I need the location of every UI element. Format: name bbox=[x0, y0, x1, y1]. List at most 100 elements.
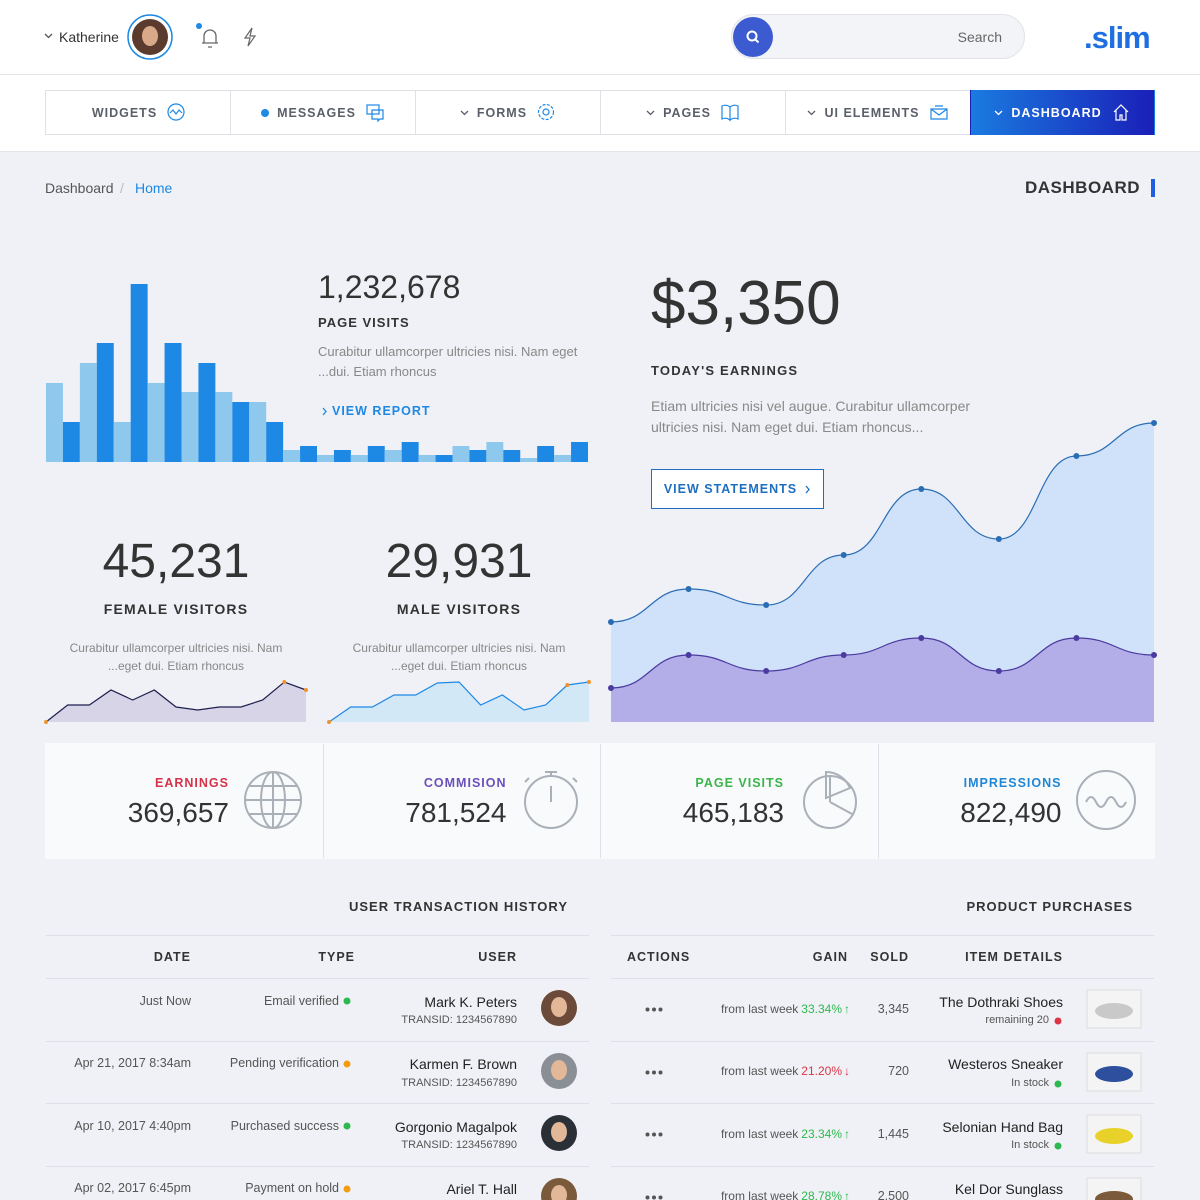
nav-icon bbox=[537, 103, 555, 121]
sparkline-point bbox=[587, 680, 591, 684]
breadcrumb-item[interactable]: Dashboard bbox=[45, 179, 114, 196]
button-label[interactable]: VIEW STATEMENTS bbox=[663, 482, 798, 496]
stat-value: 465,183 bbox=[682, 797, 784, 829]
breadcrumb-item[interactable]: Home bbox=[135, 179, 173, 196]
nav-item[interactable]: DASHBOARD bbox=[970, 90, 1155, 135]
data-point bbox=[995, 536, 1002, 542]
gain-percent: 21.20% bbox=[801, 1064, 842, 1079]
bar bbox=[249, 402, 267, 462]
product-status: In stock bbox=[1011, 1076, 1049, 1089]
transaction-id: TRANSID: 1234567890 bbox=[401, 1076, 517, 1089]
stat-description: Curabitur ullamcorper ultricies nisi. Na… bbox=[318, 344, 578, 379]
nav-icon bbox=[1113, 104, 1129, 121]
status-dot bbox=[343, 1185, 351, 1192]
nav-label[interactable]: DASHBOARD bbox=[1011, 105, 1102, 120]
sparkline-line bbox=[328, 681, 590, 723]
search-placeholder: Search bbox=[957, 28, 1002, 45]
bar bbox=[571, 442, 588, 462]
nav-label[interactable]: UI ELEMENTS bbox=[824, 105, 920, 120]
data-point bbox=[685, 652, 692, 658]
transaction-date: Just Now bbox=[139, 993, 191, 1008]
actions-menu[interactable] bbox=[645, 1070, 663, 1075]
data-point bbox=[1151, 652, 1157, 658]
actions-menu[interactable] bbox=[645, 1195, 663, 1200]
status-dot bbox=[1054, 1080, 1062, 1087]
bar-chart bbox=[46, 284, 588, 462]
user-name[interactable]: Katherine bbox=[59, 28, 119, 45]
bar bbox=[520, 458, 538, 462]
button-chevron bbox=[805, 485, 810, 493]
nav-item[interactable]: PAGES bbox=[600, 90, 786, 135]
nav-item[interactable]: FORMS bbox=[415, 90, 601, 135]
bar bbox=[79, 363, 97, 462]
nav-label[interactable]: MESSAGES bbox=[277, 105, 356, 120]
product-status: remaining 20 bbox=[985, 1014, 1049, 1027]
sparkline-point bbox=[44, 720, 48, 724]
gain: from last week 23.34% ↑ bbox=[721, 1127, 850, 1141]
visitor-label: MALE VISITORS bbox=[396, 600, 522, 617]
visitor-label: FEMALE VISITORS bbox=[103, 600, 249, 617]
gain-label: from last week bbox=[720, 1126, 799, 1141]
breadcrumb-separator: / bbox=[120, 179, 124, 196]
status-dot bbox=[343, 1060, 351, 1067]
nav-item[interactable]: WIDGETS bbox=[45, 90, 231, 135]
nav-label[interactable]: PAGES bbox=[663, 105, 711, 120]
data-point bbox=[1073, 453, 1080, 459]
data-point bbox=[763, 668, 770, 674]
area-fill bbox=[611, 423, 1154, 722]
bar bbox=[486, 442, 504, 462]
actions-menu[interactable] bbox=[645, 1132, 663, 1137]
table-title: USER TRANSACTION HISTORY bbox=[348, 899, 568, 915]
row-divider bbox=[611, 935, 1154, 936]
gain-percent: 28.78% bbox=[801, 1189, 842, 1200]
view-statements-button[interactable]: VIEW STATEMENTS bbox=[651, 469, 824, 509]
sold: 2,500 bbox=[877, 1189, 909, 1200]
bar bbox=[113, 422, 131, 462]
search-box[interactable] bbox=[731, 14, 1025, 59]
bar bbox=[147, 383, 165, 462]
nav-item[interactable]: UI ELEMENTS bbox=[785, 90, 971, 135]
stat-icon bbox=[523, 771, 578, 829]
product-name: Selonian Hand Bag bbox=[942, 1118, 1063, 1135]
bar bbox=[435, 455, 453, 462]
stat-value: 822,490 bbox=[960, 797, 1062, 829]
actions-menu[interactable] bbox=[645, 1007, 663, 1012]
bar bbox=[266, 422, 284, 462]
user-name: Ariel T. Hall bbox=[446, 1181, 517, 1198]
nav-label[interactable]: FORMS bbox=[476, 105, 528, 120]
stat-value: 781,524 bbox=[405, 797, 507, 829]
transaction-type: Email verified bbox=[263, 993, 339, 1008]
nav-label[interactable]: WIDGETS bbox=[91, 105, 158, 120]
visitor-value: 45,231 bbox=[102, 535, 250, 589]
earnings-value: $3,350 bbox=[651, 268, 841, 338]
title-accent bbox=[1151, 179, 1155, 197]
row-divider bbox=[46, 978, 589, 979]
area-chart bbox=[608, 420, 1157, 722]
view-report-link[interactable]: VIEW REPORT bbox=[332, 403, 431, 418]
logo: .slim bbox=[1084, 20, 1151, 56]
transaction-type: Purchased success bbox=[230, 1118, 339, 1133]
column-header: USER bbox=[478, 949, 517, 964]
row-divider bbox=[46, 1103, 589, 1104]
nav-item[interactable]: MESSAGES bbox=[230, 90, 416, 135]
earnings-description: Etiam ultricies nisi vel augue. Curabitu… bbox=[651, 398, 971, 435]
visitor-description: Curabitur ullamcorper ultricies nisi. Na… bbox=[69, 641, 283, 673]
bar bbox=[46, 383, 63, 462]
column-header: ITEM DETAILS bbox=[965, 949, 1063, 964]
stat-value: 369,657 bbox=[127, 797, 229, 829]
sold: 3,345 bbox=[877, 1001, 909, 1016]
bar bbox=[469, 450, 487, 462]
area-fill bbox=[611, 638, 1154, 722]
bar bbox=[317, 455, 334, 462]
nav-chevron bbox=[994, 110, 1003, 115]
data-point bbox=[608, 619, 614, 625]
earnings-label: TODAY'S EARNINGS bbox=[651, 363, 799, 379]
avatar bbox=[127, 14, 173, 60]
visitor-description: Curabitur ullamcorper ultricies nisi. Na… bbox=[352, 641, 566, 673]
gain-label: from last week bbox=[720, 1001, 799, 1016]
sparkline bbox=[44, 680, 308, 724]
card bbox=[610, 879, 1155, 1200]
data-point bbox=[608, 685, 614, 691]
product-name: Westeros Sneaker bbox=[948, 1056, 1063, 1073]
